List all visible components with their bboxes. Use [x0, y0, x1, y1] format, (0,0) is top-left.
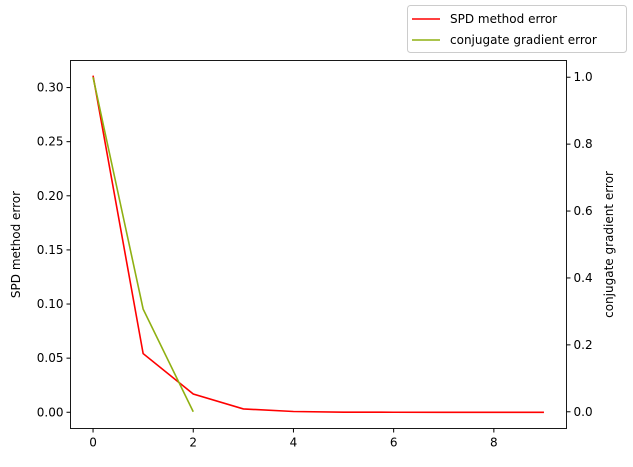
right-y-tick-label: 0.8	[574, 137, 593, 151]
left-y-tick-label: 0.15	[37, 243, 64, 257]
right-y-tick-label: 0.0	[574, 405, 593, 419]
x-tick-label: 0	[89, 436, 97, 450]
series-line-0	[92, 75, 544, 414]
left-y-tick-label: 0.00	[37, 405, 64, 419]
x-tick-label: 4	[290, 436, 298, 450]
left-y-tick-label: 0.25	[37, 135, 64, 149]
right-y-tick-label: 0.4	[574, 271, 593, 285]
left-y-tick-label: 0.20	[37, 189, 64, 203]
plot-frame	[70, 60, 567, 429]
legend-label: conjugate gradient error	[450, 33, 597, 47]
x-tick-label: 8	[490, 436, 498, 450]
x-tick-label: 2	[189, 436, 197, 450]
right-y-tick-label: 0.6	[574, 204, 593, 218]
right-y-tick-label: 1.0	[574, 70, 593, 84]
left-y-tick-label: 0.30	[37, 81, 64, 95]
left-y-tick-label: 0.10	[37, 297, 64, 311]
legend-label: SPD method error	[450, 12, 557, 26]
right-y-tick-label: 0.2	[574, 338, 593, 352]
x-tick-label: 6	[390, 436, 398, 450]
left-y-tick-label: 0.05	[37, 351, 64, 365]
series-line-1	[92, 77, 194, 413]
right-y-axis-label: conjugate gradient error	[602, 171, 616, 318]
legend: SPD method error conjugate gradient error	[407, 5, 627, 53]
left-y-axis-label: SPD method error	[9, 191, 23, 298]
